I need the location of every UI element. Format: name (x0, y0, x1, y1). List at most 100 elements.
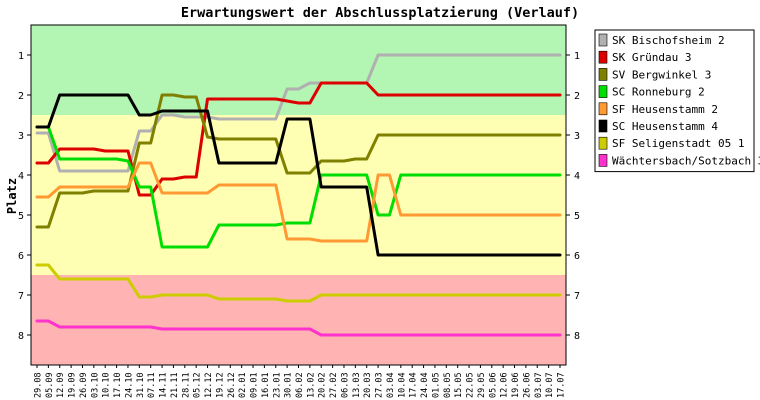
y-tick-label-left: 6 (18, 251, 24, 262)
x-tick-label: 06.03 (340, 372, 350, 398)
x-tick-label: 13.02 (306, 372, 316, 398)
band-1 (31, 115, 566, 275)
x-tick-label: 03.07 (534, 372, 544, 398)
x-tick-label: 12.09 (56, 372, 66, 398)
x-tick-label: 10.04 (397, 372, 407, 398)
legend: SK Bischofsheim 2 SK Gründau 3 SV Bergwink… (594, 29, 760, 173)
x-tick-label: 17.07 (557, 372, 567, 398)
x-tick-label: 09.01 (250, 372, 260, 398)
series-line-0 (35, 53, 562, 173)
y-tick-label-left: 2 (18, 91, 24, 102)
x-tick-label: 19.12 (215, 372, 225, 398)
series-line-1 (35, 81, 562, 197)
x-tick-label: 27.03 (375, 372, 385, 398)
background-bands (31, 25, 566, 365)
x-tick-label: 08.05 (443, 372, 453, 398)
y-tick-label-right: 7 (574, 291, 580, 302)
x-tick-label: 23.01 (272, 372, 282, 398)
x-tick-label: 29.08 (34, 372, 44, 398)
x-tick-label: 13.03 (352, 372, 362, 398)
legend-label: SK Bischofsheim 2 (612, 34, 725, 47)
x-tick-label: 07.11 (147, 372, 157, 398)
x-tick-label: 17.04 (409, 372, 419, 398)
x-tick-label: 02.01 (238, 372, 248, 398)
y-tick-label-right: 2 (574, 91, 580, 102)
x-tick-label: 19.06 (511, 372, 521, 398)
x-tick-label: 19.09 (68, 372, 78, 398)
x-tick-label: 14.11 (159, 372, 169, 398)
x-tick-label: 05.12 (193, 372, 203, 398)
band-0 (31, 25, 566, 115)
x-tick-label: 22.05 (466, 372, 476, 398)
y-tick-label-left: 8 (18, 331, 24, 342)
x-tick-label: 21.11 (170, 372, 180, 398)
y-ticks-right: 1 2 3 4 5 6 7 8 (566, 51, 580, 342)
legend-swatch (598, 50, 608, 64)
legend-label: SK Gründau 3 (612, 51, 691, 64)
x-tick-label: 26.09 (79, 372, 89, 398)
y-tick-label-right: 1 (574, 51, 580, 62)
y-tick-label-left: 5 (18, 211, 24, 222)
y-tick-label-right: 4 (574, 171, 580, 182)
x-tick-label: 24.10 (124, 372, 134, 398)
x-ticks: 29.08 05.09 12.09 19.09 26.09 03.10 10.10 17.10… (34, 365, 567, 398)
legend-swatch (598, 119, 608, 133)
series-line-2 (35, 93, 562, 229)
legend-swatch (598, 68, 608, 81)
series-lines (35, 53, 562, 337)
y-tick-label-right: 6 (574, 251, 580, 262)
series-line-3 (35, 125, 562, 249)
legend-swatch (598, 154, 608, 167)
legend-label: SC Heusenstamm 4 (612, 120, 718, 133)
x-tick-label: 31.10 (136, 372, 146, 398)
x-tick-label: 20.03 (363, 372, 373, 398)
chart-title: Erwartungswert der Abschlussplatzierung … (181, 5, 579, 21)
legend-box (594, 29, 755, 173)
y-tick-label-right: 5 (574, 211, 580, 222)
x-tick-label: 12.06 (500, 372, 510, 398)
x-tick-label: 26.06 (522, 372, 532, 398)
x-tick-label: 20.02 (318, 372, 328, 398)
x-tick-label: 03.04 (386, 372, 396, 398)
series-line-6 (35, 263, 562, 303)
legend-label: SV Bergwinkel 3 (612, 68, 711, 81)
legend-swatch (598, 136, 608, 150)
y-tick-label-left: 7 (18, 291, 24, 302)
y-tick-label-right: 8 (574, 331, 580, 342)
series-line-7 (35, 319, 562, 337)
x-tick-label: 05.09 (45, 372, 55, 398)
y-axis-label: Platz (5, 178, 19, 214)
legend-label: SF Seligenstadt 05 1 (612, 137, 744, 150)
y-ticks-left: 1 2 3 4 5 6 7 8 (18, 51, 31, 342)
x-tick-label: 24.04 (420, 372, 430, 398)
band-2 (31, 275, 566, 365)
x-tick-label: 28.11 (181, 372, 191, 398)
x-tick-label: 16.01 (261, 372, 271, 398)
x-tick-label: 27.02 (329, 372, 339, 398)
x-tick-label: 15.05 (454, 372, 464, 398)
x-tick-label: 05.06 (488, 372, 498, 398)
x-tick-label: 12.12 (204, 372, 214, 398)
x-tick-label: 10.10 (102, 372, 112, 398)
series-line-5 (35, 93, 562, 257)
y-tick-label-right: 3 (574, 131, 580, 142)
x-tick-label: 30.01 (284, 372, 294, 398)
x-tick-label: 06.02 (295, 372, 305, 398)
y-tick-label-left: 1 (18, 51, 24, 62)
y-tick-label-left: 3 (18, 131, 24, 142)
x-tick-label: 26.12 (227, 372, 237, 398)
x-tick-label: 17.10 (113, 372, 123, 398)
legend-swatch (598, 85, 608, 98)
y-tick-label-left: 4 (18, 171, 24, 182)
legend-label: SF Heusenstamm 2 (612, 103, 718, 116)
x-tick-label: 10.07 (545, 372, 555, 398)
legend-label: Wächtersbach/Sotzbach 3 (612, 154, 760, 167)
x-tick-label: 29.05 (477, 372, 487, 398)
series-line-4 (35, 161, 562, 243)
x-tick-label: 01.05 (431, 372, 441, 398)
legend-swatch (598, 33, 608, 47)
legend-swatch (598, 102, 608, 116)
legend-label: SC Ronneburg 2 (612, 86, 705, 99)
x-tick-label: 03.10 (90, 372, 100, 398)
